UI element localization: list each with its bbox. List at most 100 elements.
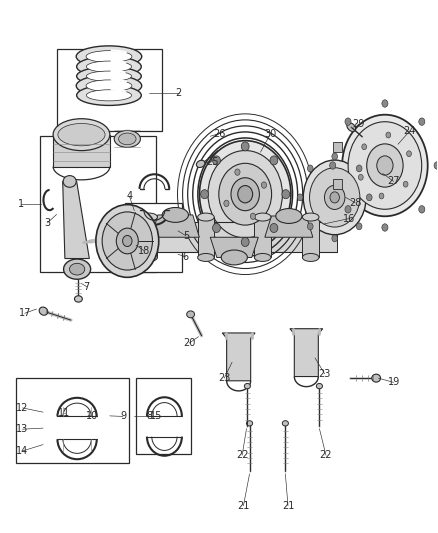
Ellipse shape [332, 235, 338, 242]
Text: 16: 16 [343, 214, 355, 224]
Ellipse shape [307, 165, 313, 172]
Text: 4: 4 [127, 191, 133, 201]
Ellipse shape [70, 263, 85, 275]
Polygon shape [265, 216, 313, 237]
Text: 8: 8 [146, 411, 152, 422]
Ellipse shape [63, 175, 76, 187]
Ellipse shape [64, 259, 91, 279]
Ellipse shape [345, 118, 351, 125]
Text: 29: 29 [353, 119, 365, 129]
Polygon shape [198, 217, 214, 257]
Text: 9: 9 [120, 411, 126, 422]
Ellipse shape [382, 100, 388, 107]
Ellipse shape [342, 115, 427, 216]
Ellipse shape [208, 150, 283, 238]
Ellipse shape [377, 156, 393, 175]
Ellipse shape [303, 160, 366, 235]
Polygon shape [302, 217, 319, 257]
Polygon shape [222, 333, 255, 381]
FancyBboxPatch shape [136, 378, 191, 454]
Ellipse shape [187, 311, 194, 318]
Ellipse shape [302, 213, 319, 221]
Ellipse shape [406, 151, 411, 157]
Ellipse shape [254, 213, 271, 221]
Polygon shape [333, 142, 342, 152]
Ellipse shape [347, 123, 356, 132]
Ellipse shape [221, 250, 247, 265]
Ellipse shape [235, 169, 240, 175]
Ellipse shape [141, 254, 157, 262]
Ellipse shape [86, 61, 131, 72]
Ellipse shape [198, 213, 214, 221]
Ellipse shape [332, 153, 338, 160]
Polygon shape [141, 217, 157, 257]
Ellipse shape [212, 223, 220, 232]
Polygon shape [63, 181, 89, 259]
Ellipse shape [241, 238, 249, 246]
Text: 11: 11 [58, 408, 70, 418]
Text: 20: 20 [183, 338, 195, 348]
Ellipse shape [307, 223, 313, 230]
Ellipse shape [198, 254, 214, 262]
Ellipse shape [283, 421, 288, 426]
Ellipse shape [212, 156, 220, 165]
Ellipse shape [270, 156, 278, 165]
Text: 22: 22 [236, 450, 248, 460]
Ellipse shape [254, 254, 271, 262]
Text: 23: 23 [218, 373, 230, 383]
Text: 14: 14 [16, 446, 28, 456]
Ellipse shape [86, 90, 131, 101]
Ellipse shape [357, 165, 362, 172]
Ellipse shape [200, 141, 291, 248]
Ellipse shape [362, 144, 367, 150]
Ellipse shape [276, 208, 302, 223]
Ellipse shape [53, 119, 110, 151]
Ellipse shape [231, 177, 259, 211]
Text: 26: 26 [213, 128, 225, 139]
FancyBboxPatch shape [40, 136, 155, 272]
Text: 21: 21 [282, 500, 294, 511]
Ellipse shape [270, 223, 278, 232]
Ellipse shape [201, 190, 208, 199]
Ellipse shape [367, 194, 372, 201]
Text: 17: 17 [18, 308, 31, 318]
Ellipse shape [244, 383, 251, 389]
Text: 5: 5 [183, 231, 189, 241]
Ellipse shape [119, 133, 136, 145]
Text: 18: 18 [138, 246, 150, 255]
Ellipse shape [357, 223, 362, 230]
Ellipse shape [382, 224, 388, 231]
FancyBboxPatch shape [57, 49, 162, 131]
Ellipse shape [141, 213, 157, 221]
Text: 6: 6 [183, 252, 189, 262]
Text: 28: 28 [349, 198, 361, 208]
Text: 24: 24 [403, 126, 416, 136]
Polygon shape [123, 222, 337, 252]
Text: 25: 25 [206, 157, 218, 167]
Ellipse shape [345, 206, 351, 213]
Text: 2: 2 [176, 88, 182, 98]
Text: 15: 15 [149, 411, 162, 422]
Ellipse shape [434, 162, 438, 169]
Text: 12: 12 [16, 403, 29, 413]
Text: 7: 7 [84, 282, 90, 292]
Ellipse shape [302, 254, 319, 262]
Ellipse shape [76, 75, 142, 96]
Polygon shape [290, 329, 323, 376]
Polygon shape [151, 215, 199, 237]
Ellipse shape [123, 236, 132, 247]
Ellipse shape [224, 200, 229, 206]
Ellipse shape [419, 206, 425, 213]
Ellipse shape [247, 421, 253, 426]
Text: 23: 23 [318, 369, 331, 379]
Ellipse shape [86, 80, 132, 92]
Text: 21: 21 [237, 500, 250, 511]
Ellipse shape [310, 168, 360, 227]
Ellipse shape [162, 207, 188, 222]
Ellipse shape [386, 132, 391, 138]
Ellipse shape [102, 212, 152, 270]
Ellipse shape [261, 182, 267, 188]
Text: 22: 22 [320, 450, 332, 460]
Ellipse shape [282, 190, 290, 199]
Ellipse shape [39, 307, 48, 315]
